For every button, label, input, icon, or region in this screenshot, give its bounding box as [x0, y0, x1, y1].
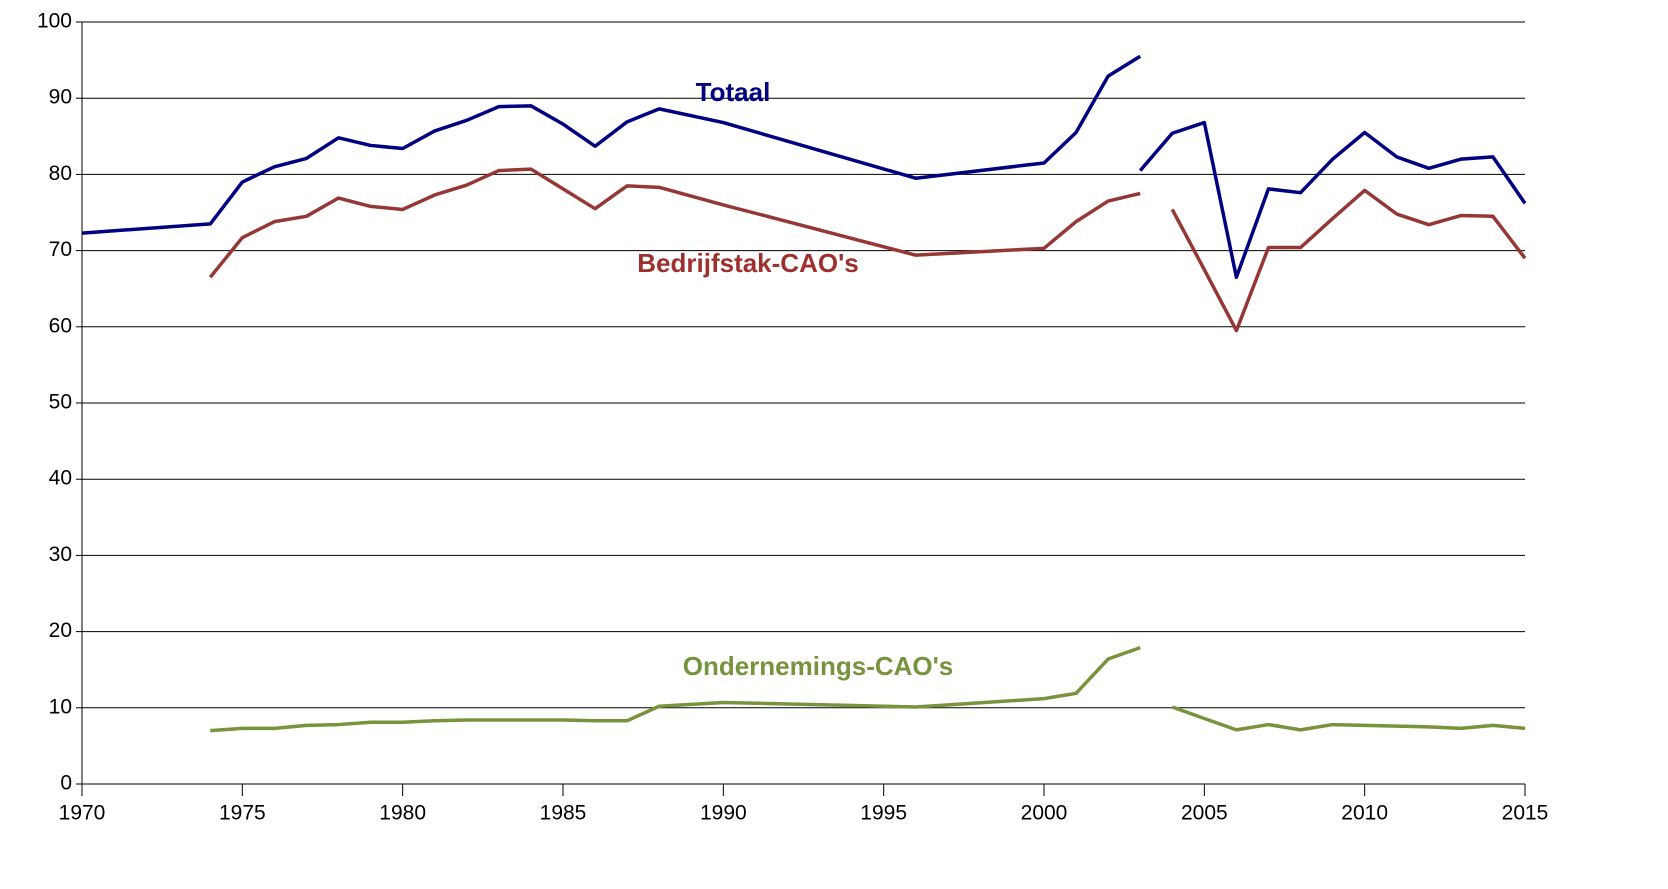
series-label: Ondernemings-CAO's — [683, 651, 954, 681]
y-tick-label: 20 — [49, 619, 72, 642]
x-tick-label: 1970 — [59, 802, 106, 825]
series-label: Bedrijfstak-CAO's — [637, 248, 858, 278]
series-line — [1138, 120, 1527, 280]
x-tick-label: 1990 — [700, 802, 747, 825]
y-tick-label: 100 — [37, 10, 72, 33]
x-tick-label: 2010 — [1341, 802, 1388, 825]
y-tick-label: 90 — [49, 86, 72, 109]
x-tick-label: 1985 — [540, 802, 587, 825]
series-line — [1171, 705, 1526, 732]
y-tick-label: 0 — [60, 772, 72, 795]
y-tick-label: 70 — [49, 238, 72, 261]
y-tick-label: 80 — [49, 162, 72, 185]
series-line — [1170, 188, 1527, 333]
y-tick-label: 10 — [49, 695, 72, 718]
x-tick-label: 1975 — [219, 802, 266, 825]
x-tick-label: 1995 — [860, 802, 907, 825]
y-tick-label: 50 — [49, 391, 72, 414]
y-tick-label: 30 — [49, 543, 72, 566]
x-tick-label: 2015 — [1502, 802, 1549, 825]
series-line — [81, 54, 1142, 235]
y-tick-label: 60 — [49, 314, 72, 337]
x-tick-label: 1980 — [379, 802, 426, 825]
x-tick-label: 2005 — [1181, 802, 1228, 825]
x-tick-label: 2000 — [1021, 802, 1068, 825]
y-tick-label: 40 — [49, 467, 72, 490]
series-label: Totaal — [696, 77, 771, 107]
series-line — [210, 645, 1141, 733]
series-line — [208, 167, 1141, 279]
